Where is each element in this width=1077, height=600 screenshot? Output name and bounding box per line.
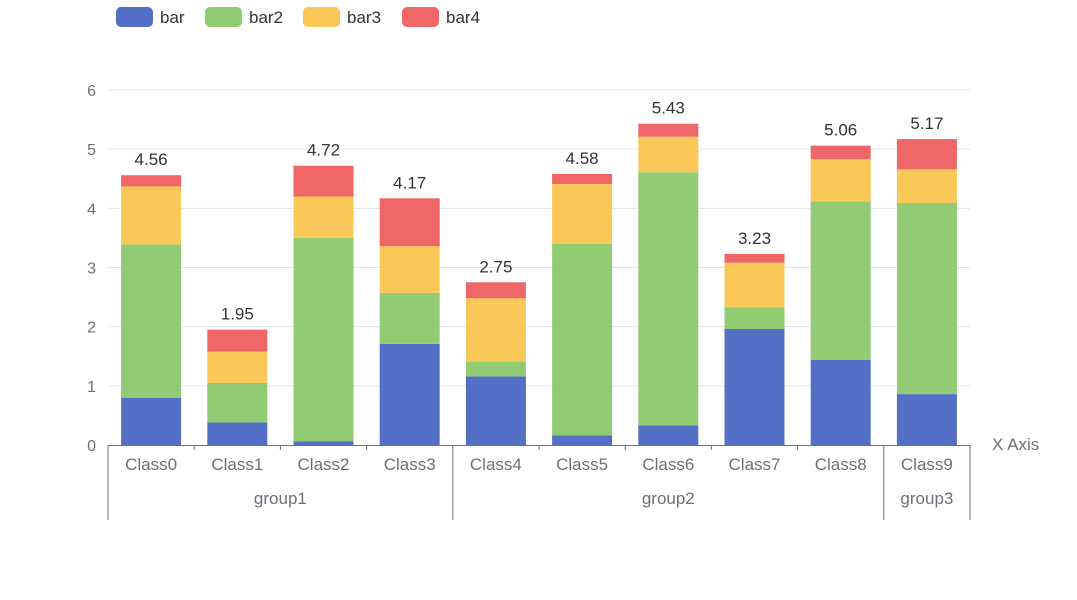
total-label-Class0: 4.56 (135, 150, 168, 169)
total-label-Class1: 1.95 (221, 305, 254, 324)
bar-bar4-Class5[interactable] (552, 174, 613, 185)
bar-bar2-Class4[interactable] (465, 361, 526, 377)
x-tick-label-Class6: Class6 (642, 455, 694, 474)
x-tick-label-Class3: Class3 (384, 455, 436, 474)
bar-bar4-Class0[interactable] (121, 175, 182, 187)
y-tick-label-5: 5 (87, 142, 96, 159)
x-tick-label-Class7: Class7 (729, 455, 781, 474)
bar-bar2-Class0[interactable] (121, 244, 182, 398)
x-tick-label-Class8: Class8 (815, 455, 867, 474)
bar-bar-Class7[interactable] (724, 329, 785, 445)
total-label-Class4: 2.75 (479, 257, 512, 276)
bar-bar4-Class7[interactable] (724, 253, 785, 263)
bar-bar4-Class2[interactable] (293, 165, 354, 197)
bar-bar3-Class0[interactable] (121, 186, 182, 245)
bar-bar-Class8[interactable] (810, 359, 871, 445)
bar-bar4-Class9[interactable] (896, 139, 957, 170)
bar-bar-Class3[interactable] (379, 343, 440, 445)
total-label-Class8: 5.06 (824, 121, 857, 140)
legend-label-bar4[interactable]: bar4 (446, 8, 480, 27)
bar-bar-Class0[interactable] (121, 397, 182, 445)
bar-bar3-Class1[interactable] (207, 351, 268, 383)
bar-bar-Class2[interactable] (293, 441, 354, 445)
bar-bar3-Class7[interactable] (724, 262, 785, 308)
y-tick-label-3: 3 (87, 261, 96, 278)
bar-bar3-Class3[interactable] (379, 246, 440, 293)
total-label-Class7: 3.23 (738, 229, 771, 248)
y-tick-label-4: 4 (87, 201, 96, 218)
group-label-group1: group1 (254, 489, 307, 508)
bar-bar4-Class3[interactable] (379, 198, 440, 247)
x-axis: Class0 Class1 Class2 Class3 Class4 Class5 Clas… (107, 435, 1039, 520)
total-label-Class2: 4.72 (307, 141, 340, 160)
bar-bar4-Class1[interactable] (207, 329, 268, 352)
bar-bar3-Class2[interactable] (293, 196, 354, 238)
total-label-Class3: 4.17 (393, 173, 426, 192)
x-axis-name: X Axis (992, 435, 1039, 454)
x-tick-label-Class1: Class1 (211, 455, 263, 474)
bar-bar-Class4[interactable] (465, 376, 526, 445)
x-tick-label-Class2: Class2 (298, 455, 350, 474)
x-tick-label-Class4: Class4 (470, 455, 522, 474)
x-tick-label-Class9: Class9 (901, 455, 953, 474)
y-tick-label-2: 2 (87, 320, 96, 337)
bars (121, 123, 957, 445)
total-label-Class5: 4.58 (566, 149, 599, 168)
bar-bar3-Class9[interactable] (896, 169, 957, 204)
y-tick-label-6: 6 (87, 83, 96, 100)
legend-swatch-bar[interactable] (116, 7, 153, 27)
legend-swatch-bar4[interactable] (402, 7, 439, 27)
bar-bar-Class5[interactable] (552, 435, 613, 445)
bar-bar3-Class5[interactable] (552, 184, 613, 244)
y-axis: 0 1 2 3 4 5 6 (87, 83, 96, 455)
bar-bar4-Class6[interactable] (638, 123, 699, 137)
bar-bar-Class9[interactable] (896, 394, 957, 445)
total-labels: 4.56 1.95 4.72 4.17 2.75 4.58 5.43 3.23 5.06 5.17 (135, 99, 944, 324)
bar-bar2-Class3[interactable] (379, 292, 440, 344)
total-label-Class6: 5.43 (652, 99, 685, 118)
legend-label-bar3[interactable]: bar3 (347, 8, 381, 27)
legend-swatch-bar3[interactable] (303, 7, 340, 27)
total-label-Class9: 5.17 (910, 114, 943, 133)
bar-bar2-Class2[interactable] (293, 237, 354, 442)
bar-bar3-Class4[interactable] (465, 298, 526, 362)
bar-bar3-Class6[interactable] (638, 136, 699, 173)
bar-bar-Class1[interactable] (207, 422, 268, 445)
legend-swatch-bar2[interactable] (205, 7, 242, 27)
group-label-group3: group3 (900, 489, 953, 508)
x-tick-label-Class0: Class0 (125, 455, 177, 474)
bar-bar2-Class8[interactable] (810, 201, 871, 360)
legend-label-bar2[interactable]: bar2 (249, 8, 283, 27)
y-tick-label-1: 1 (87, 379, 96, 396)
bar-bar4-Class8[interactable] (810, 145, 871, 160)
bar-bar-Class6[interactable] (638, 425, 699, 445)
bar-bar2-Class6[interactable] (638, 172, 699, 426)
bar-bar2-Class5[interactable] (552, 243, 613, 436)
y-tick-label-0: 0 (87, 438, 96, 455)
bar-bar2-Class1[interactable] (207, 382, 268, 423)
bar-bar2-Class9[interactable] (896, 203, 957, 395)
group-label-group2: group2 (642, 489, 695, 508)
bar-bar4-Class4[interactable] (465, 282, 526, 299)
x-tick-label-Class5: Class5 (556, 455, 608, 474)
legend: bar bar2 bar3 bar4 (116, 7, 480, 27)
legend-label-bar[interactable]: bar (160, 8, 185, 27)
bar-bar2-Class7[interactable] (724, 307, 785, 330)
bar-bar3-Class8[interactable] (810, 159, 871, 202)
